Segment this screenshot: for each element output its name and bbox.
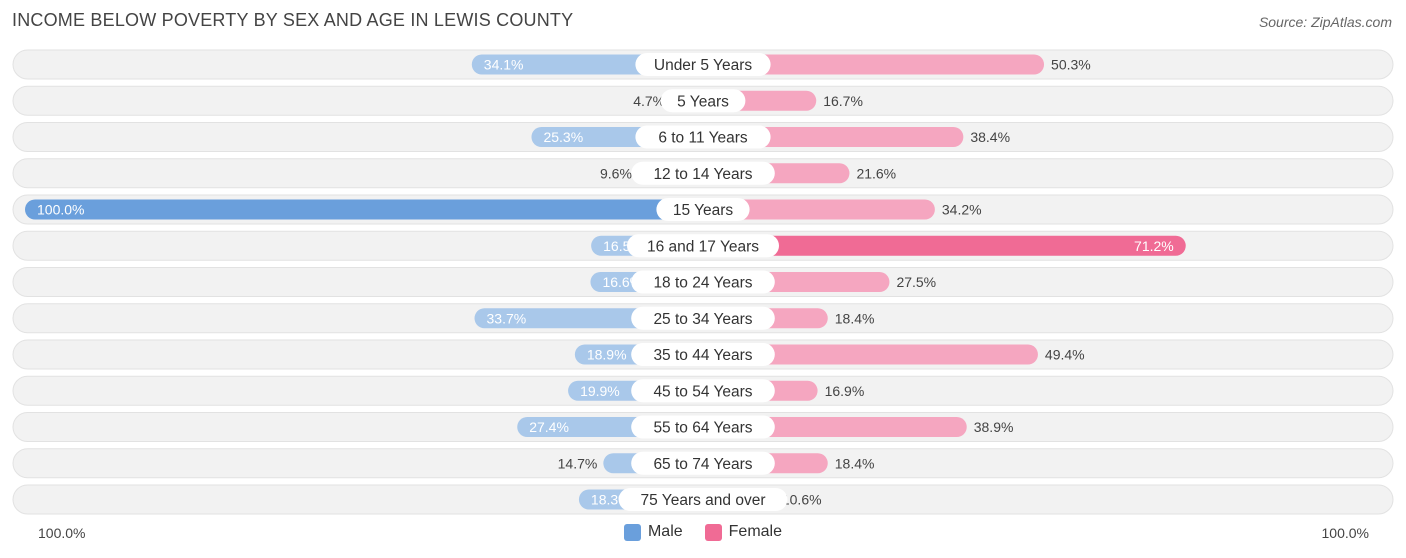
right-axis-label: 100.0% — [1321, 525, 1369, 541]
male-value-label: 34.1% — [484, 57, 524, 73]
category-label-background — [656, 198, 750, 221]
category-label-background — [618, 488, 788, 511]
chart-row: 18.9% 49.4% 35 to 44 Years — [12, 339, 1394, 370]
legend-label-female: Female — [728, 523, 783, 540]
category-label: 12 to 14 Years — [653, 166, 752, 183]
category-label-background — [631, 451, 775, 475]
male-value-label: 18.9% — [587, 347, 627, 363]
legend: Male Female — [0, 523, 1406, 541]
chart-row: 34.1% 50.3% Under 5 Years — [12, 49, 1394, 80]
category-label-background — [631, 161, 775, 185]
category-label: Under 5 Years — [654, 57, 752, 74]
category-label-background — [660, 89, 746, 113]
female-value-label: 16.7% — [823, 93, 863, 109]
legend-item-male: Male — [623, 523, 683, 541]
legend-swatch-female — [704, 523, 722, 541]
category-label: 75 Years and over — [641, 492, 766, 509]
chart-row: 33.7% 18.4% 25 to 34 Years — [12, 303, 1394, 334]
category-label: 55 to 64 Years — [653, 420, 752, 437]
female-value-label: 16.9% — [825, 383, 865, 399]
female-value-label: 18.4% — [835, 310, 875, 326]
category-label: 5 Years — [677, 93, 729, 110]
female-value-label: 21.6% — [856, 165, 896, 181]
category-label-background — [631, 343, 775, 366]
chart-row: 16.6% 27.5%18 to 24 Years — [12, 267, 1394, 297]
category-label-background — [631, 270, 775, 294]
source-note: Source: ZipAtlas.com — [1258, 14, 1392, 30]
legend-item-female: Female — [704, 523, 783, 541]
female-bar — [703, 199, 935, 220]
legend-swatch-male — [623, 523, 641, 541]
female-value-label: 50.3% — [1051, 57, 1091, 73]
category-label: 65 to 74 Years — [653, 456, 752, 473]
category-label-background — [627, 234, 779, 258]
male-value-label: 4.7% — [633, 93, 665, 109]
male-value-label: 9.6% — [600, 165, 632, 181]
category-label-background — [631, 415, 775, 439]
chart-row: 100.0% 34.2% 15 Years — [12, 194, 1394, 225]
left-axis-label: 100.0% — [38, 525, 86, 541]
female-value-label: 71.2% — [1134, 238, 1174, 254]
category-label: 45 to 54 Years — [653, 383, 752, 400]
chart-row: 14.7% 18.4% 65 to 74 Years — [12, 448, 1394, 479]
chart-title: INCOME BELOW POVERTY BY SEX AND AGE IN L… — [12, 10, 574, 30]
category-label: 18 to 24 Years — [653, 275, 752, 292]
male-value-label: 19.9% — [580, 383, 620, 399]
female-value-label: 38.9% — [974, 419, 1014, 435]
female-value-label: 27.5% — [896, 274, 936, 290]
male-value-label: 100.0% — [37, 202, 84, 218]
category-label-background — [631, 306, 775, 330]
female-bar — [703, 344, 1038, 365]
category-label-background — [635, 125, 771, 149]
female-value-label: 49.4% — [1045, 347, 1085, 363]
male-value-label: 27.4% — [529, 419, 569, 435]
category-label: 35 to 44 Years — [653, 347, 752, 364]
chart-row: 19.9% 16.9% 45 to 54 Years — [12, 375, 1394, 406]
female-value-label: 34.2% — [942, 202, 982, 218]
category-label-background — [631, 379, 775, 403]
chart-row: 9.6% 21.6% 12 to 14 Years — [12, 158, 1394, 189]
category-label: 15 Years — [673, 202, 734, 219]
category-label: 25 to 34 Years — [653, 311, 752, 328]
category-label-background — [635, 53, 771, 76]
chart-row: 4.7% 16.7% 5 Years — [12, 85, 1394, 116]
chart-row: 25.3% 38.4% 6 to 11 Years — [12, 122, 1394, 152]
male-value-label: 33.7% — [487, 310, 527, 326]
male-value-label: 25.3% — [543, 129, 583, 145]
category-label: 16 and 17 Years — [647, 238, 759, 255]
female-bar — [703, 54, 1045, 75]
category-label: 6 to 11 Years — [658, 130, 748, 147]
male-bar — [25, 199, 703, 220]
female-value-label: 18.4% — [835, 455, 875, 471]
chart-row: 18.3% 10.6%75 Years and over — [12, 484, 1394, 515]
female-value-label: 10.6% — [782, 492, 822, 508]
male-value-label: 14.7% — [558, 455, 598, 471]
female-value-label: 38.4% — [970, 129, 1010, 145]
chart-row: 16.5% 71.2%16 and 17 Years — [12, 230, 1394, 261]
chart-row: 27.4% 38.9% 55 to 64 Years — [12, 412, 1394, 442]
female-bar — [703, 235, 1186, 256]
legend-label-male: Male — [647, 523, 683, 540]
